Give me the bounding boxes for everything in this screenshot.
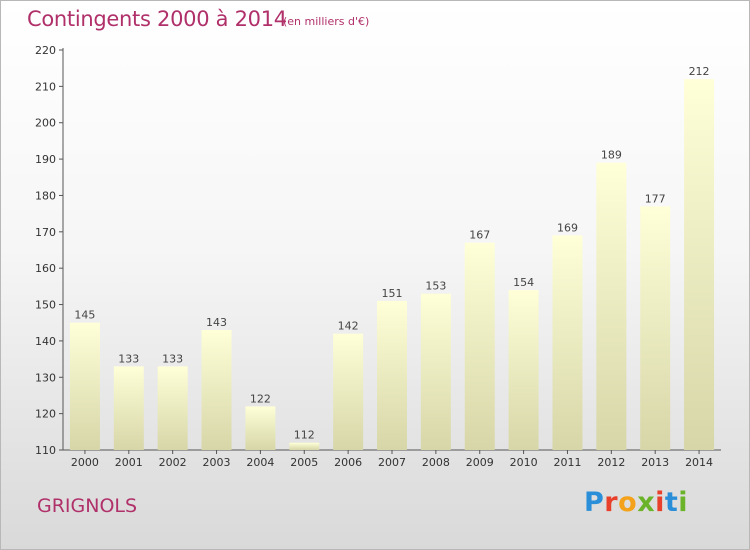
- logo-letter: o: [618, 487, 638, 518]
- data-labels: 145 133 133 143 122 112 142 151 153 167 154 169 189 1…: [74, 65, 709, 442]
- x-tick-label: 2014: [685, 456, 713, 469]
- bar-2000: [69, 322, 100, 450]
- bar-2011: [552, 235, 583, 450]
- logo-letter: t: [664, 487, 679, 518]
- x-tick-label: 2009: [466, 456, 494, 469]
- chart-subtitle: (en milliers d'€): [283, 15, 370, 28]
- y-tick-label: 170: [35, 226, 56, 239]
- commune-name: GRIGNOLS: [37, 495, 138, 517]
- y-tick-label: 150: [35, 299, 56, 312]
- data-label-2008: 153: [425, 280, 446, 293]
- chart-title: Contingents 2000 à 2014: [27, 7, 287, 31]
- logo-letter: i: [678, 487, 689, 518]
- data-label-2014: 212: [689, 65, 710, 78]
- bar-2002: [157, 366, 188, 450]
- x-tick-label: 2011: [553, 456, 581, 469]
- x-axis: 2000 2001 2002 2003 2004 2005 2006 2007 2008 2009…: [63, 449, 721, 469]
- y-tick-label: 160: [35, 262, 56, 275]
- y-tick-label: 180: [35, 189, 56, 202]
- data-label-2011: 169: [557, 221, 578, 234]
- data-label-2006: 142: [338, 320, 359, 333]
- y-tick-label: 110: [35, 444, 56, 457]
- y-tick-label: 140: [35, 335, 56, 348]
- data-label-2004: 122: [250, 392, 271, 405]
- x-tick-label: 2008: [422, 456, 450, 469]
- data-label-2001: 133: [118, 352, 139, 365]
- bar-2006: [333, 333, 364, 450]
- x-tick-label: 2002: [159, 456, 187, 469]
- y-tick-label: 220: [35, 44, 56, 57]
- bar-2008: [420, 293, 451, 450]
- data-label-2010: 154: [513, 276, 534, 289]
- data-label-2003: 143: [206, 316, 227, 329]
- data-label-2000: 145: [74, 309, 95, 322]
- y-tick-label: 200: [35, 117, 56, 130]
- bar-2014: [684, 79, 715, 450]
- x-tick-label: 2007: [378, 456, 406, 469]
- bar-2003: [201, 330, 232, 450]
- x-tick-label: 2000: [71, 456, 99, 469]
- data-label-2013: 177: [645, 192, 666, 205]
- bar-2012: [596, 162, 627, 450]
- x-tick-label: 2012: [597, 456, 625, 469]
- y-tick-label: 190: [35, 153, 56, 166]
- data-label-2009: 167: [469, 229, 490, 242]
- bar-2004: [245, 406, 276, 450]
- bar-2013: [640, 206, 671, 450]
- data-label-2012: 189: [601, 149, 622, 162]
- bars: [69, 79, 715, 450]
- data-label-2007: 151: [382, 287, 403, 300]
- x-tick-label: 2005: [290, 456, 318, 469]
- bar-2005: [289, 442, 320, 450]
- proxiti-logo: Proxiti: [584, 487, 688, 518]
- logo-letter: r: [604, 487, 619, 518]
- x-tick-label: 2006: [334, 456, 362, 469]
- x-tick-label: 2001: [115, 456, 143, 469]
- y-tick-label: 130: [35, 371, 56, 384]
- bar-2007: [377, 300, 407, 450]
- bar-2010: [508, 290, 539, 450]
- bar-2009: [464, 242, 495, 450]
- y-tick-label: 120: [35, 408, 56, 421]
- y-axis: 110 120 130 140 150 160 170 180 190 200 210 220: [35, 44, 64, 457]
- x-tick-label: 2013: [641, 456, 669, 469]
- x-tick-label: 2004: [246, 456, 274, 469]
- x-tick-label: 2003: [203, 456, 231, 469]
- logo-letter: P: [584, 487, 605, 518]
- y-tick-label: 210: [35, 80, 56, 93]
- data-label-2005: 112: [294, 429, 315, 442]
- logo-letter: i: [655, 487, 665, 518]
- x-tick-label: 2010: [510, 456, 538, 469]
- data-label-2002: 133: [162, 352, 183, 365]
- logo-letter: x: [637, 487, 656, 518]
- bar-2001: [113, 366, 144, 450]
